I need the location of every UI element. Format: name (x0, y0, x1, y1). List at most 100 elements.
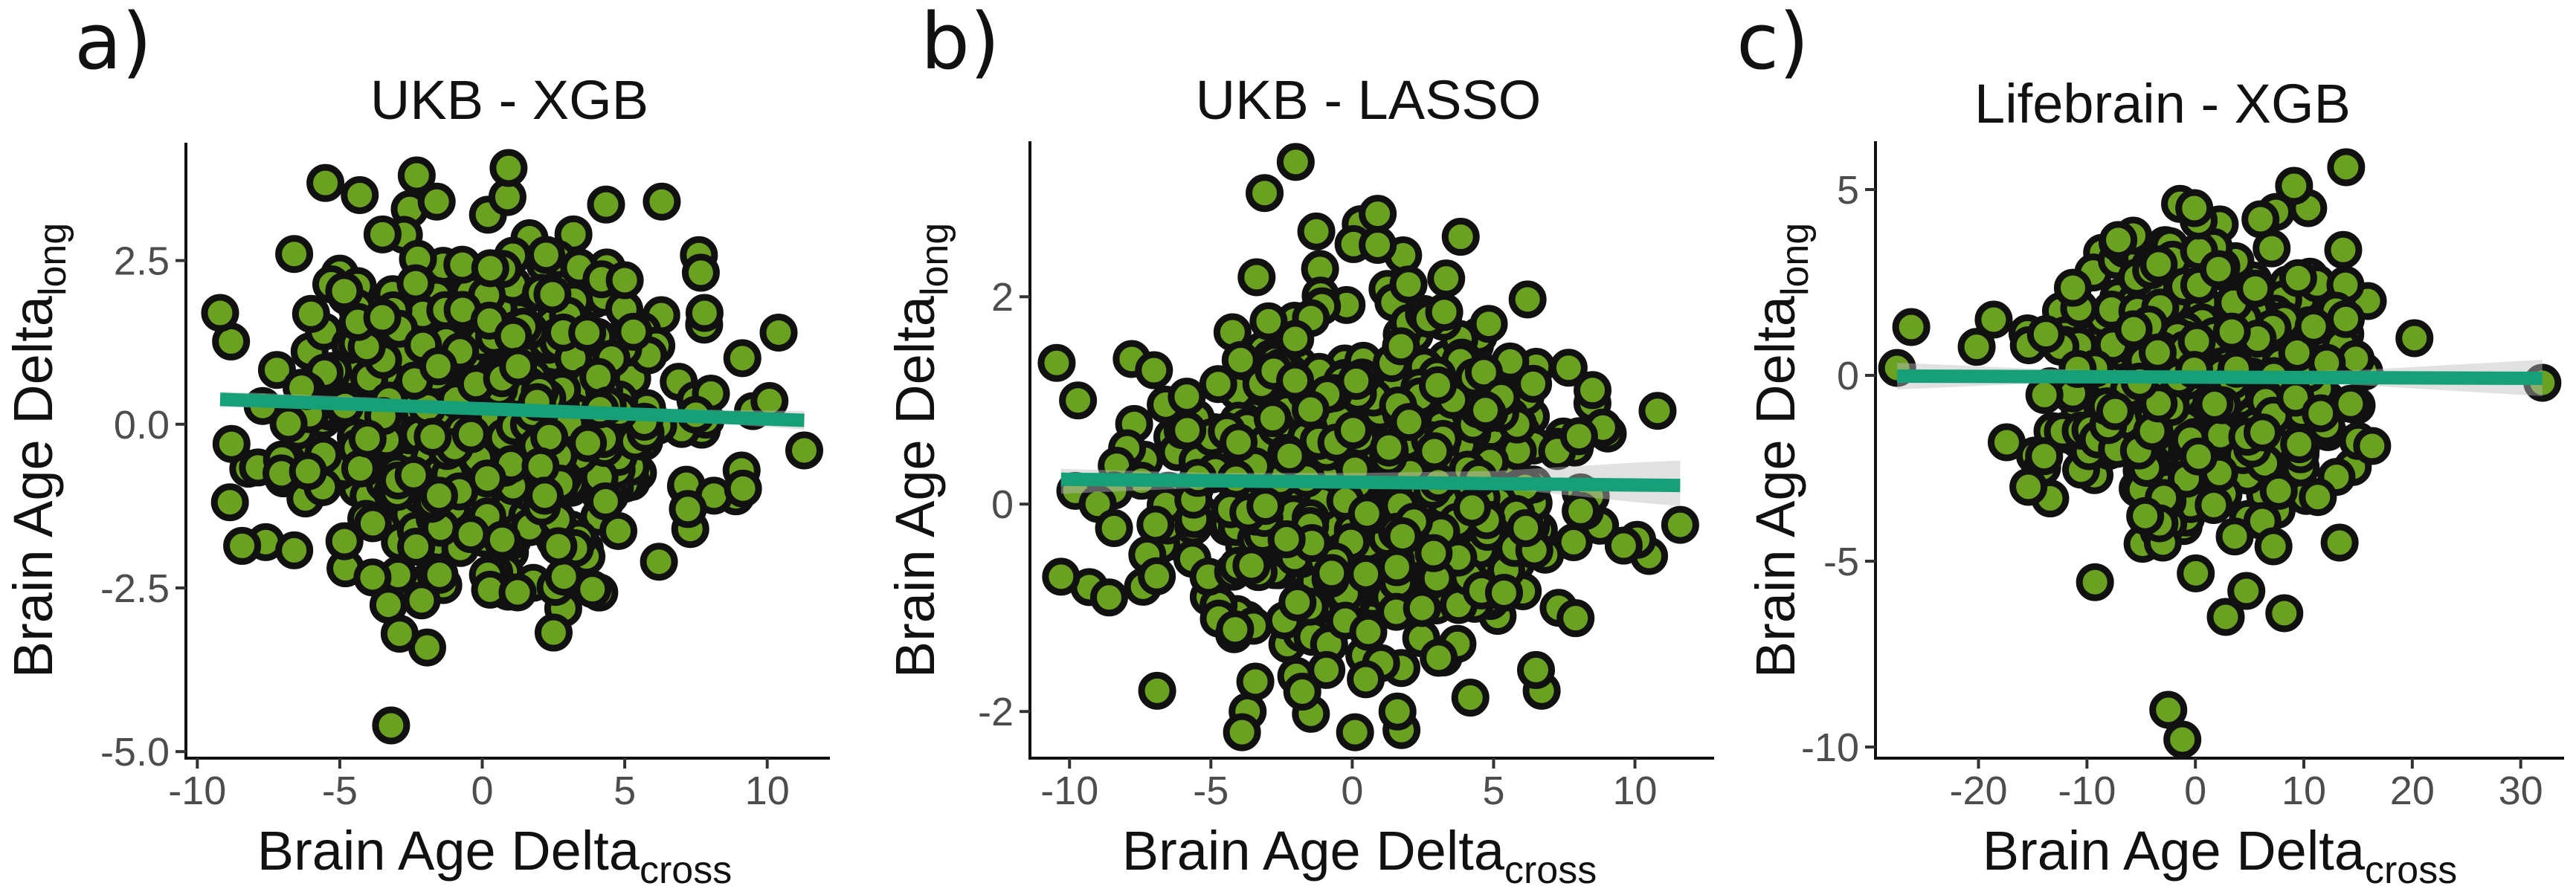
data-point (394, 456, 433, 494)
y-tick-label: -5.0 (100, 730, 170, 775)
panel-a-letter: a) (74, 0, 152, 87)
data-point (353, 558, 392, 597)
data-point (451, 515, 490, 554)
data-point (539, 527, 578, 566)
panel-c-letter: c) (1736, 0, 1809, 87)
data-point (2053, 268, 2092, 307)
x-tick-label: 20 (2390, 769, 2435, 813)
data-point (1168, 378, 1206, 416)
data-point (451, 415, 490, 453)
y-tick-label: -10 (1801, 725, 1859, 770)
x-tick-label: -20 (1950, 769, 2008, 813)
data-point (568, 314, 607, 352)
data-point (397, 156, 436, 195)
y-tick-label: 5 (1837, 168, 1859, 213)
data-point (1507, 508, 1545, 547)
data-point (483, 520, 521, 559)
regression-line (1897, 369, 2543, 385)
data-point (2259, 471, 2298, 510)
data-point (1337, 361, 1376, 400)
data-point (2236, 269, 2275, 308)
data-point (2126, 497, 2165, 535)
data-point (2395, 319, 2434, 358)
data-point (1334, 411, 1373, 450)
data-point (325, 272, 364, 311)
data-point (372, 706, 410, 745)
data-point (2149, 691, 2188, 729)
data-point (785, 431, 824, 470)
regression-line (219, 392, 805, 427)
data-point (2026, 315, 2065, 354)
data-point (2275, 166, 2313, 205)
data-point (223, 526, 262, 565)
data-point (1420, 638, 1458, 677)
data-point (1276, 320, 1315, 358)
data-point (363, 215, 402, 253)
data-point (353, 504, 392, 543)
data-point (2177, 554, 2215, 592)
data-point (614, 312, 653, 351)
data-point (1974, 300, 2013, 339)
data-point (1283, 672, 1321, 711)
data-point (1276, 143, 1315, 181)
data-point (2215, 517, 2254, 556)
panel-b-y-axis-title: Brain Age Deltalong (884, 223, 956, 679)
x-tick-label: 10 (2282, 769, 2326, 813)
data-point (685, 294, 724, 332)
data-point (1378, 548, 1417, 586)
data-point (2302, 394, 2340, 433)
data-point (1427, 259, 1466, 298)
data-point (420, 555, 459, 594)
data-point (1370, 428, 1408, 467)
data-point (2254, 527, 2293, 566)
data-point (2139, 245, 2178, 284)
data-point (210, 483, 249, 522)
data-point (534, 613, 573, 652)
panel-b-plot: -10 -5 0 5 10 -2 0 2 (978, 141, 1714, 813)
data-point (292, 294, 330, 333)
data-point (1089, 578, 1128, 617)
data-point (1469, 305, 1508, 343)
data-point (1451, 679, 1490, 717)
data-point (2096, 392, 2134, 430)
data-point (289, 452, 327, 491)
data-point (498, 573, 537, 612)
data-point (1382, 327, 1420, 366)
data-point (2163, 720, 2202, 759)
data-point (1278, 583, 1317, 621)
data-point (2138, 333, 2177, 372)
data-point (2227, 572, 2266, 610)
data-point (1390, 403, 1429, 442)
data-point (257, 351, 296, 389)
data-point (1313, 554, 1351, 592)
panel-a: a) UKB - XGB -10 -5 0 5 10 -5.0 -2.5 0.0 2.5 Bra… (2, 0, 830, 886)
data-point (471, 249, 509, 288)
data-point (396, 264, 435, 303)
data-point (325, 522, 364, 560)
data-point (1604, 526, 1643, 565)
data-point (275, 531, 314, 569)
data-point (419, 347, 457, 386)
x-tick-label: -5 (1193, 769, 1229, 813)
data-point (2206, 598, 2245, 636)
data-point (1638, 392, 1677, 430)
data-point (1403, 589, 1441, 627)
data-point (1957, 328, 1996, 366)
data-point (1095, 509, 1133, 548)
data-point (380, 615, 419, 653)
data-point (723, 339, 761, 378)
data-point (402, 581, 441, 620)
y-tick-label: 0 (1837, 354, 1859, 398)
data-point (419, 476, 458, 515)
data-point (1347, 494, 1386, 533)
data-point (1414, 534, 1453, 572)
data-point (605, 261, 644, 300)
x-tick-label: 5 (1482, 769, 1504, 813)
data-point (1135, 351, 1173, 389)
data-point (269, 404, 308, 443)
data-point (2327, 300, 2366, 338)
panel-a-plot: -10 -5 0 5 10 -5.0 -2.5 0.0 2.5 (100, 143, 830, 813)
panel-a-x-axis-title: Brain Age Deltacross (257, 820, 732, 886)
data-point (1556, 599, 1595, 638)
